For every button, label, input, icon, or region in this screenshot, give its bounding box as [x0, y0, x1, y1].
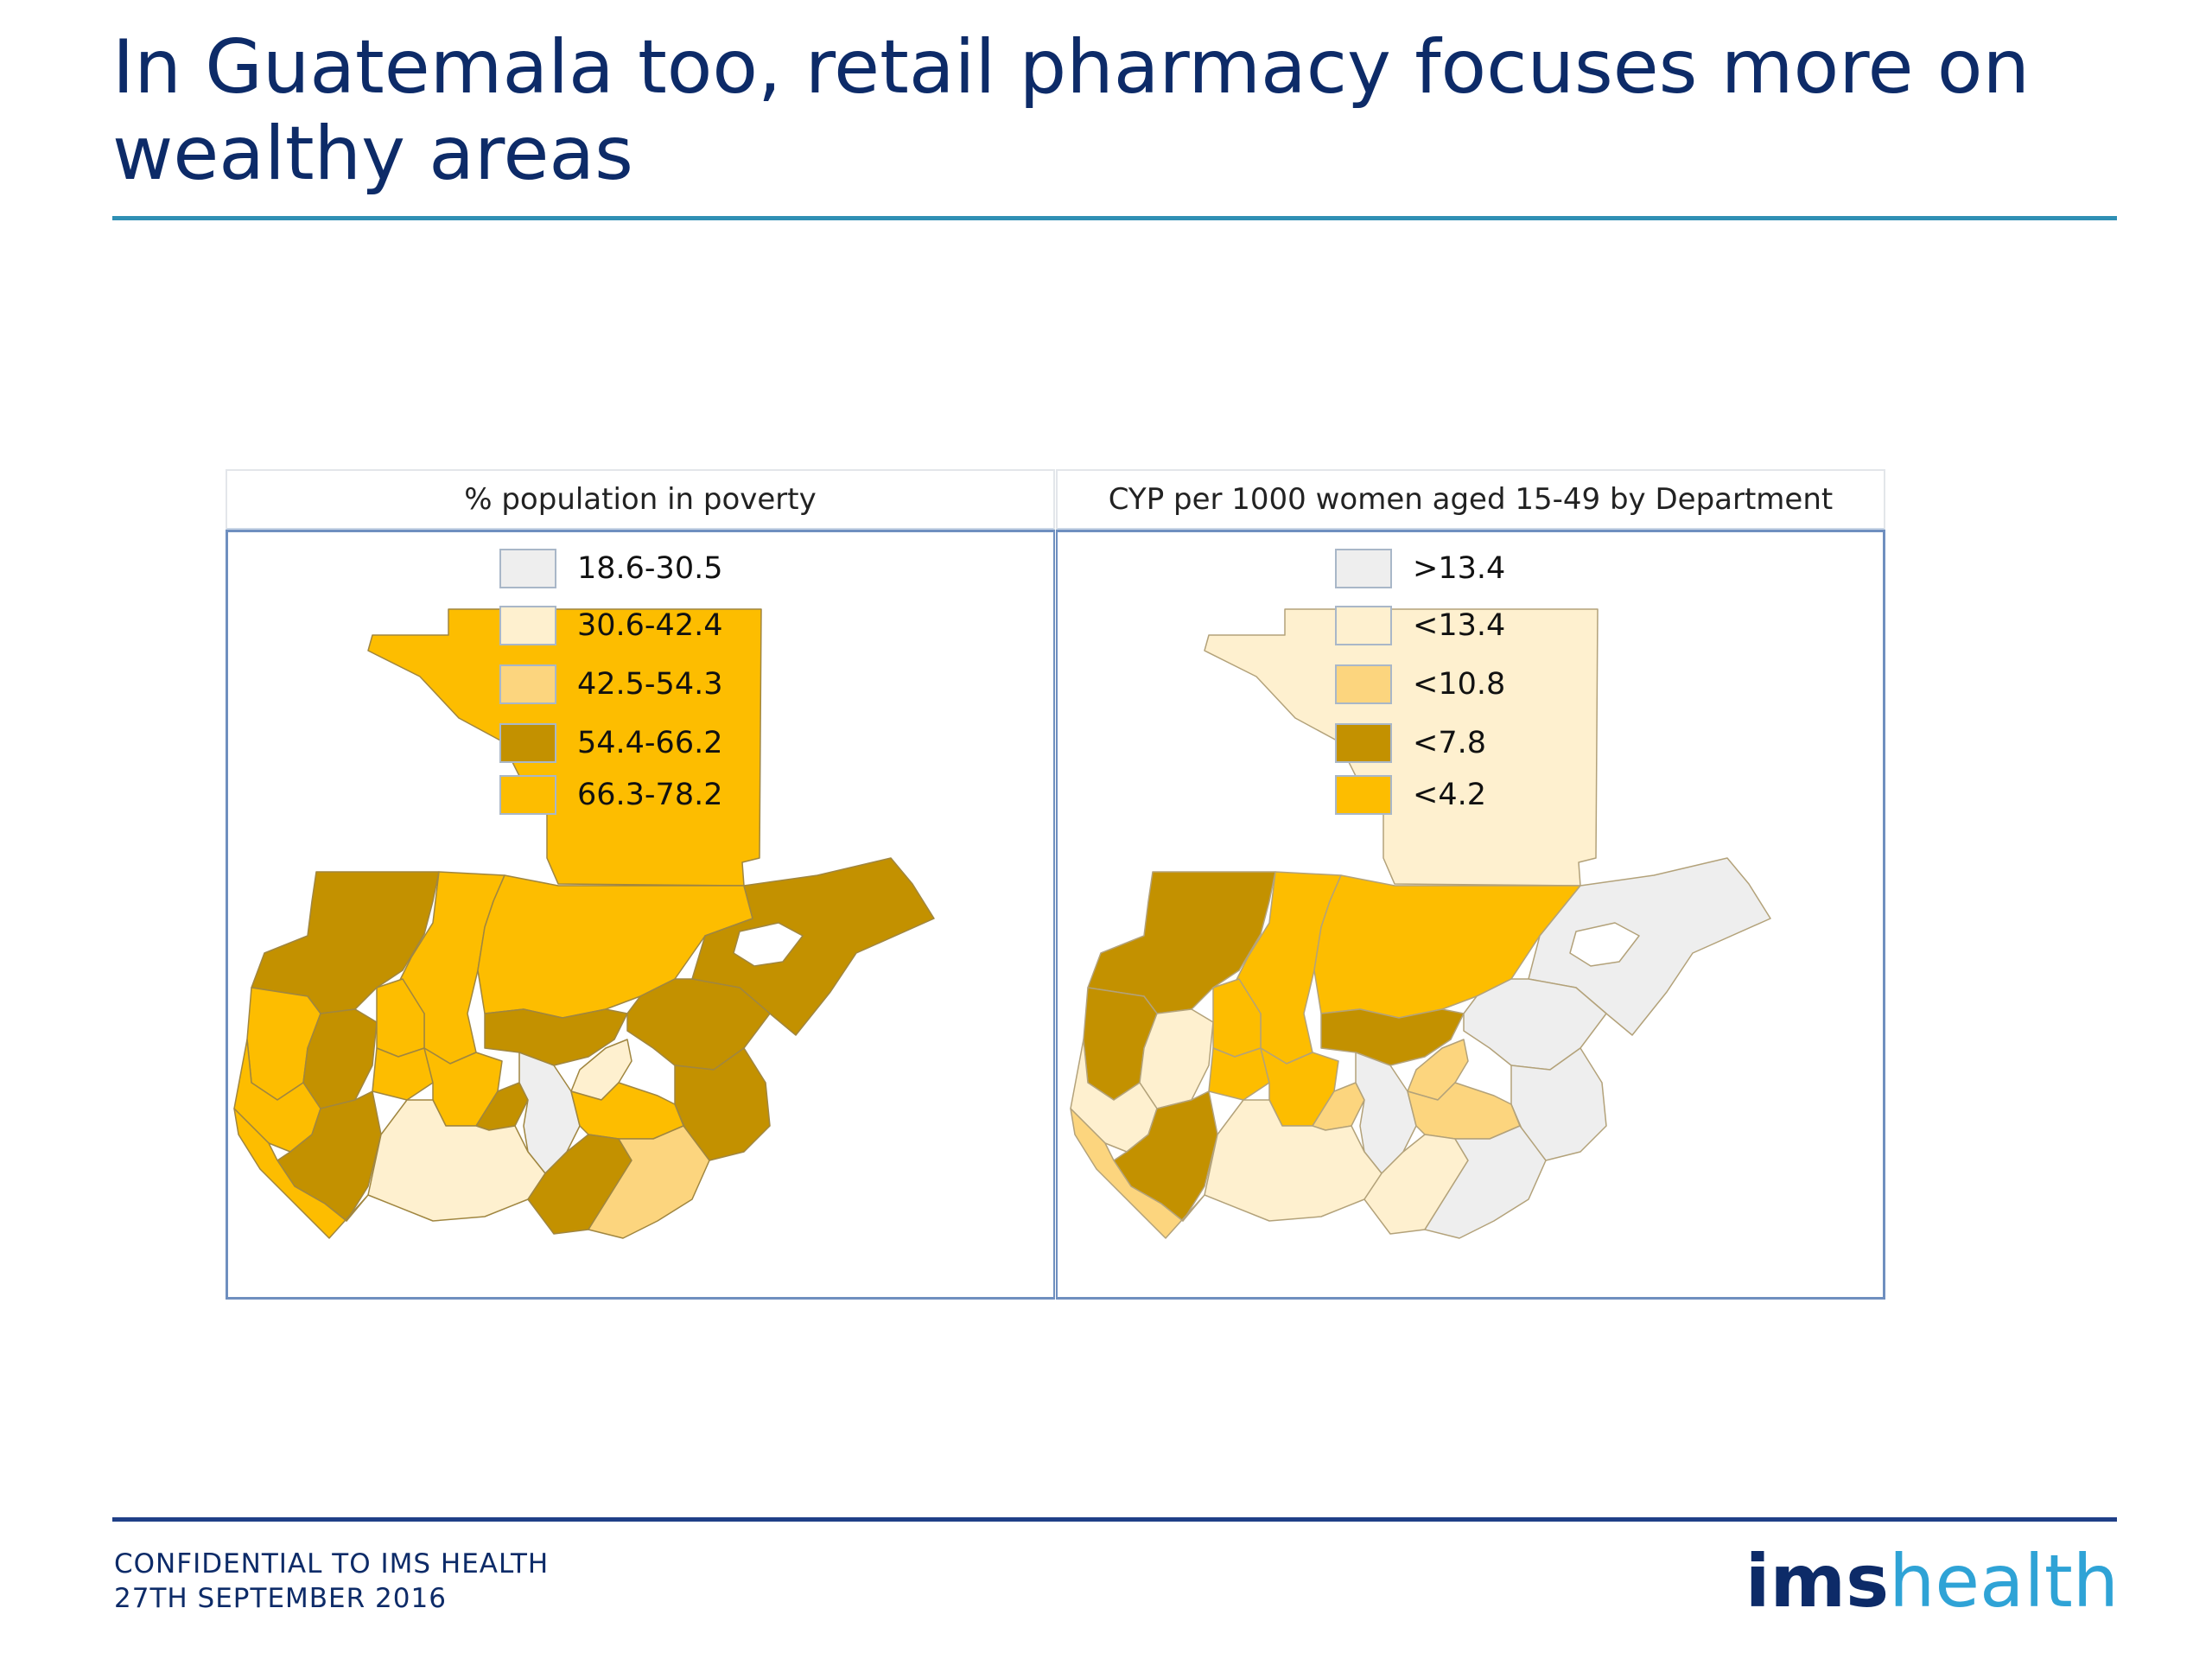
legend-swatch [1335, 664, 1392, 704]
footer: CONFIDENTIAL TO IMS HEALTH 27TH SEPTEMBE… [114, 1547, 549, 1616]
confidential-note: CONFIDENTIAL TO IMS HEALTH [114, 1548, 550, 1580]
poverty-map-frame [226, 530, 1055, 1300]
cyp-map-panel: CYP per 1000 women aged 15-49 by Departm… [1056, 469, 1885, 1300]
legend-label: 66.3-78.2 [577, 778, 723, 812]
legend-label: <4.2 [1413, 778, 1486, 812]
logo-part-health: health [1889, 1539, 2119, 1624]
legend-label: <10.8 [1413, 667, 1506, 702]
legend-swatch [499, 775, 556, 815]
region-izabal [691, 857, 935, 1036]
region-jutiapa [588, 1125, 710, 1239]
poverty-map-panel: % population in poverty [226, 469, 1055, 1300]
legend-swatch [499, 549, 556, 588]
legend-label: 42.5-54.3 [577, 667, 723, 702]
poverty-map-title: % population in poverty [226, 469, 1055, 530]
legend-label: 54.4-66.2 [577, 726, 723, 760]
legend-swatch [499, 664, 556, 704]
cyp-map-title: CYP per 1000 women aged 15-49 by Departm… [1056, 469, 1885, 530]
region-baja-verapaz [1320, 1008, 1465, 1066]
legend-label: >13.4 [1413, 551, 1506, 586]
region-solola [1208, 1047, 1270, 1101]
legend-label: <13.4 [1413, 608, 1506, 643]
legend-label: <7.8 [1413, 726, 1486, 760]
cyp-map-frame [1056, 530, 1885, 1300]
region-baja-verapaz [484, 1008, 628, 1066]
legend-swatch [499, 606, 556, 645]
region-jutiapa [1424, 1125, 1547, 1239]
region-coastal-west [1070, 1108, 1205, 1239]
footer-date: 27TH SEPTEMBER 2016 [114, 1583, 447, 1614]
legend-swatch [499, 723, 556, 763]
logo-part-ims: ims [1745, 1539, 1890, 1624]
lake-izabal [733, 922, 804, 967]
slide-title: In Guatemala too, retail pharmacy focuse… [112, 24, 2031, 197]
lake-izabal [1569, 922, 1640, 967]
region-escuintla [367, 1099, 546, 1222]
region-solola [372, 1047, 434, 1101]
legend-swatch [1335, 775, 1392, 815]
region-escuintla [1204, 1099, 1382, 1222]
cyp-map [1070, 608, 1771, 1239]
region-peten [1204, 608, 1599, 887]
legend-label: 18.6-30.5 [577, 551, 723, 586]
ims-health-logo: imshealth [1745, 1538, 2119, 1624]
footer-divider [112, 1517, 2117, 1522]
region-coastal-west [233, 1108, 369, 1239]
legend-label: 30.6-42.4 [577, 608, 723, 643]
legend-swatch [1335, 723, 1392, 763]
poverty-map [233, 608, 935, 1239]
legend-swatch [1335, 549, 1392, 588]
legend-swatch [1335, 606, 1392, 645]
title-divider [112, 216, 2117, 220]
